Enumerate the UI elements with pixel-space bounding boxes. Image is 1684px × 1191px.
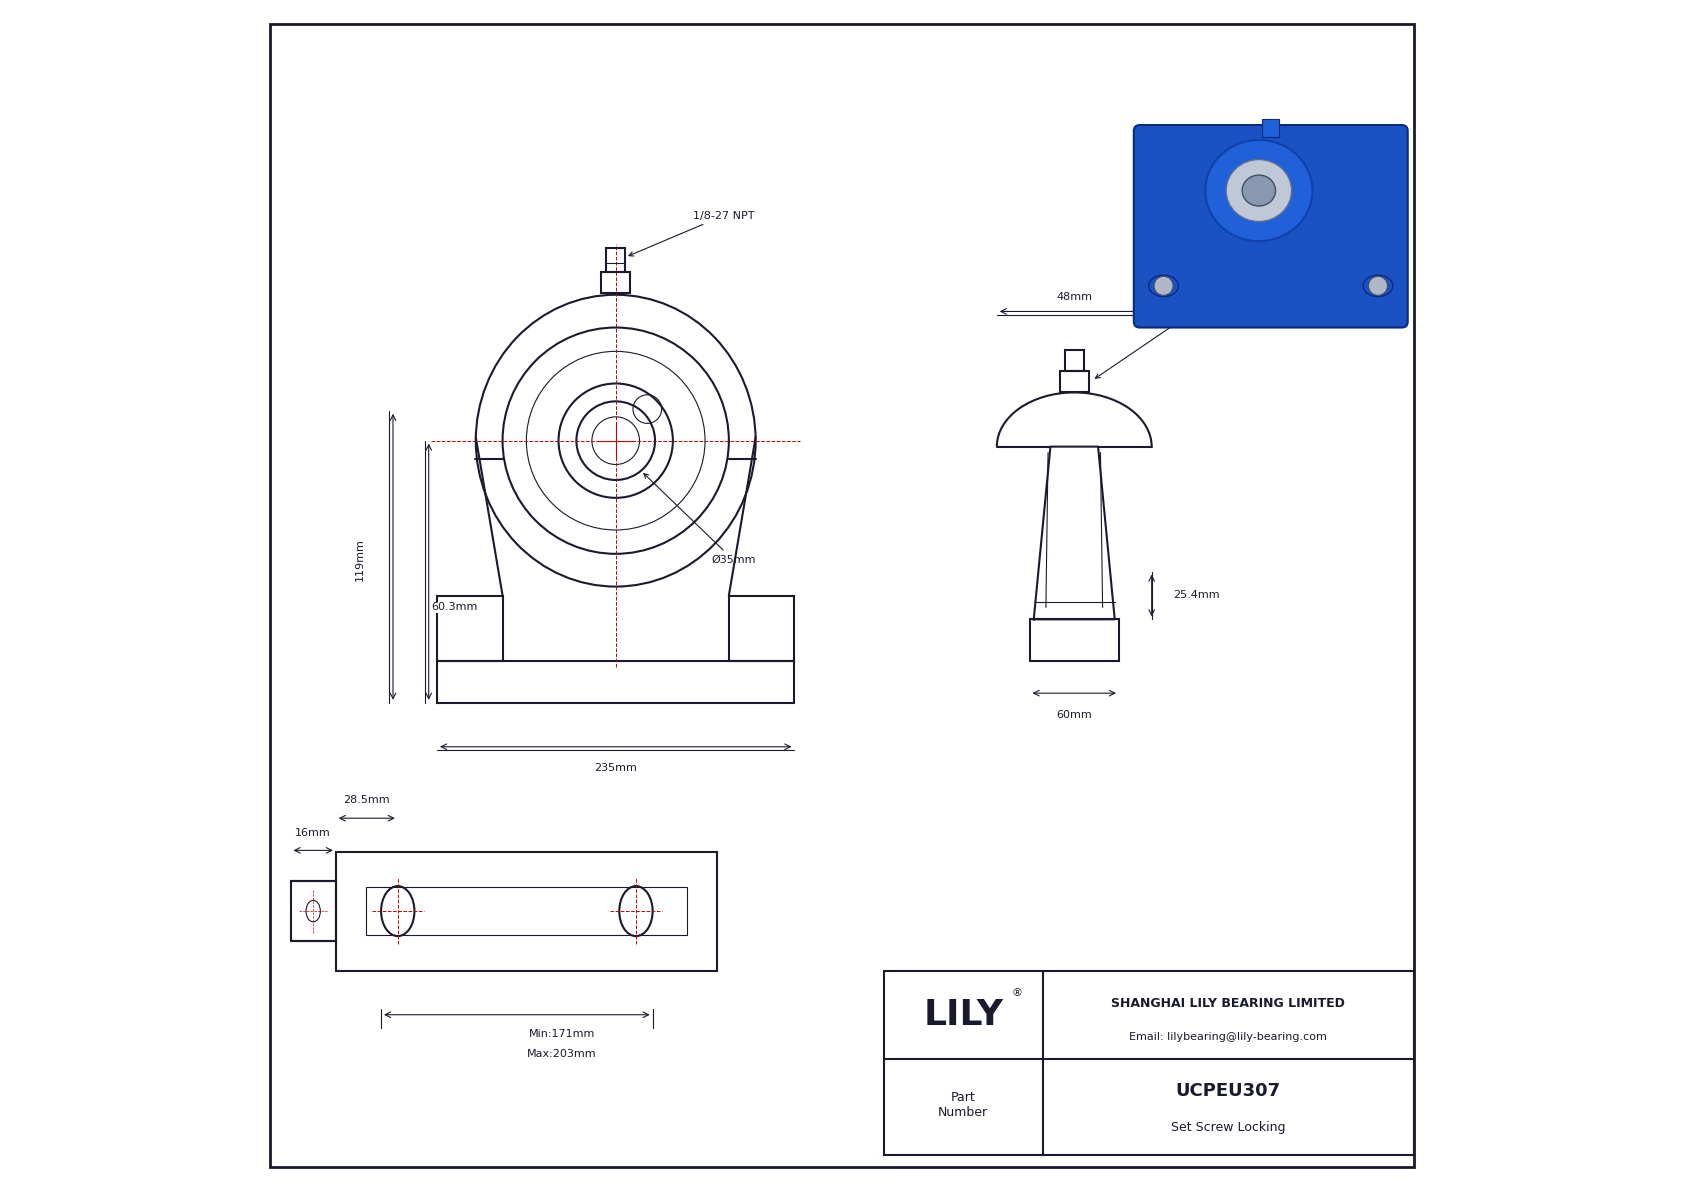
Bar <box>601 272 630 293</box>
Text: Ø35mm: Ø35mm <box>643 474 756 565</box>
Bar <box>335 852 717 971</box>
Ellipse shape <box>1206 141 1312 241</box>
Text: Part
Number: Part Number <box>938 1091 989 1120</box>
Text: 119mm: 119mm <box>355 538 365 581</box>
Bar <box>884 971 1413 1155</box>
Bar <box>729 596 795 661</box>
Bar <box>438 596 502 661</box>
Ellipse shape <box>1362 275 1393 297</box>
Text: Max:203mm: Max:203mm <box>527 1049 596 1059</box>
Text: UCPEU307: UCPEU307 <box>1175 1081 1282 1099</box>
Circle shape <box>1154 276 1174 295</box>
Ellipse shape <box>1226 160 1292 222</box>
Ellipse shape <box>1243 175 1275 206</box>
Text: 2*M14 Screw: 2*M14 Screw <box>1095 310 1226 379</box>
Bar <box>1064 350 1084 372</box>
Bar <box>365 887 687 935</box>
Text: ®: ® <box>1012 989 1022 998</box>
Bar <box>291 881 335 941</box>
Text: 235mm: 235mm <box>594 763 637 773</box>
Text: 60.3mm: 60.3mm <box>431 603 478 612</box>
Text: Email: lilybearing@lily-bearing.com: Email: lilybearing@lily-bearing.com <box>1130 1033 1327 1042</box>
Text: 16mm: 16mm <box>295 828 332 837</box>
Text: SHANGHAI LILY BEARING LIMITED: SHANGHAI LILY BEARING LIMITED <box>1111 997 1346 1010</box>
FancyBboxPatch shape <box>1133 125 1408 328</box>
Bar <box>438 661 795 703</box>
Circle shape <box>1369 276 1388 295</box>
Bar <box>1263 119 1280 137</box>
Ellipse shape <box>1148 275 1179 297</box>
Text: 1/8-27 NPT: 1/8-27 NPT <box>628 211 754 256</box>
Text: Set Screw Locking: Set Screw Locking <box>1170 1121 1285 1134</box>
Text: 28.5mm: 28.5mm <box>344 796 391 805</box>
Text: 60mm: 60mm <box>1056 710 1093 719</box>
Text: 48mm: 48mm <box>1056 292 1093 303</box>
Bar <box>1059 372 1088 393</box>
Text: 25.4mm: 25.4mm <box>1174 591 1221 600</box>
Bar <box>606 248 625 272</box>
Text: Min:171mm: Min:171mm <box>529 1029 596 1039</box>
Bar <box>1029 619 1118 661</box>
Text: LILY: LILY <box>923 998 1004 1031</box>
